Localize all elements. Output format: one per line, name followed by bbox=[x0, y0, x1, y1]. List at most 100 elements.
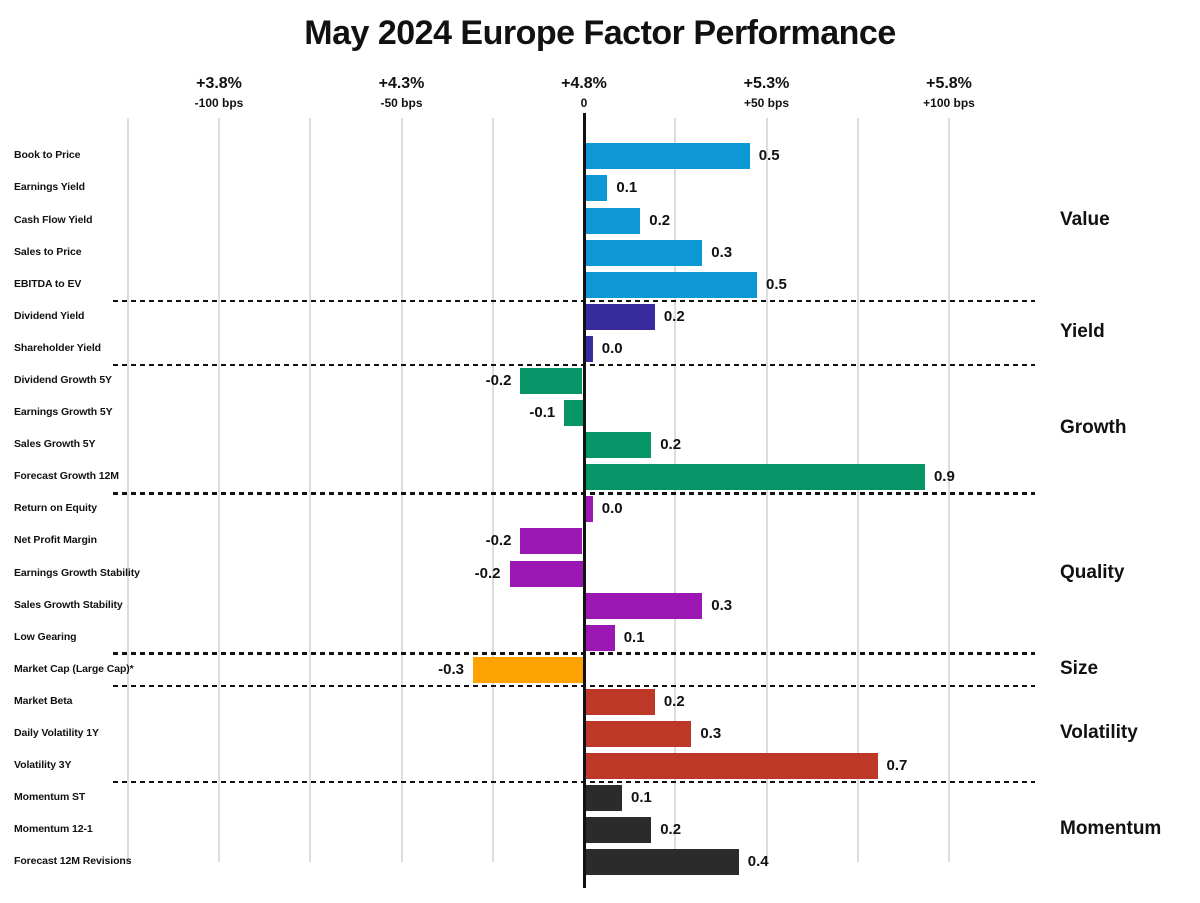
factor-label: Forecast Growth 12M bbox=[14, 470, 119, 483]
group-label: Size bbox=[1060, 657, 1099, 679]
factor-label: Daily Volatility 1Y bbox=[14, 726, 99, 739]
axis-tick-bps: -100 bps bbox=[194, 96, 244, 110]
value-label: -0.1 bbox=[529, 404, 556, 422]
group-label: Value bbox=[1060, 208, 1110, 230]
value-label: 0.1 bbox=[616, 179, 638, 197]
value-label: 0.2 bbox=[660, 436, 682, 454]
factor-bar bbox=[585, 720, 692, 747]
factor-bar bbox=[585, 303, 655, 330]
group-separator bbox=[113, 492, 1035, 495]
factor-bar bbox=[564, 400, 583, 427]
factor-label: Earnings Growth Stability bbox=[14, 566, 140, 579]
value-label: 0.0 bbox=[601, 339, 623, 357]
factor-bar bbox=[585, 785, 622, 812]
value-label: 0.7 bbox=[886, 757, 908, 774]
factor-label: Cash Flow Yield bbox=[14, 213, 93, 226]
factor-label: Sales Growth 5Y bbox=[14, 438, 96, 451]
group-separator bbox=[113, 652, 1035, 655]
axis-tick-pct: +5.8% bbox=[926, 75, 972, 92]
factor-label: Forecast 12M Revisions bbox=[14, 855, 132, 868]
group-separator bbox=[113, 780, 1035, 784]
value-label: -0.2 bbox=[485, 371, 512, 389]
value-label: 0.4 bbox=[747, 853, 769, 871]
factor-label: Volatility 3Y bbox=[14, 759, 72, 771]
group-label: Volatility bbox=[1060, 721, 1138, 743]
factor-bar bbox=[585, 624, 615, 651]
factor-label: Sales Growth Stability bbox=[14, 598, 123, 611]
factor-bar bbox=[520, 367, 583, 394]
factor-bar bbox=[585, 753, 878, 779]
gridline bbox=[948, 118, 950, 862]
factor-bar bbox=[585, 817, 652, 844]
factor-bar bbox=[585, 432, 652, 459]
axis-tick-pct: +4.3% bbox=[378, 75, 425, 92]
factor-bar bbox=[509, 560, 583, 587]
factor-bar bbox=[585, 688, 655, 715]
value-label: 0.5 bbox=[758, 147, 780, 165]
group-label: Quality bbox=[1060, 561, 1125, 583]
value-label: 0.1 bbox=[623, 628, 645, 646]
factor-bar bbox=[520, 528, 583, 555]
factor-label: Momentum 12-1 bbox=[14, 823, 93, 836]
value-label: 0.2 bbox=[663, 692, 685, 710]
value-label: -0.3 bbox=[438, 660, 464, 678]
value-label: 0.5 bbox=[766, 275, 787, 293]
factor-label: Earnings Growth 5Y bbox=[14, 406, 113, 419]
group-label: Yield bbox=[1060, 320, 1105, 342]
factor-bar bbox=[585, 496, 593, 523]
axis-tick-bps: +100 bps bbox=[923, 96, 975, 110]
factor-bar bbox=[585, 335, 593, 362]
value-label: 0.9 bbox=[933, 468, 955, 486]
axis-tick-pct: +4.8% bbox=[561, 75, 607, 92]
factor-label: Earnings Yield bbox=[14, 181, 85, 194]
group-separator bbox=[113, 299, 1035, 303]
factor-label: Net Profit Margin bbox=[14, 534, 97, 547]
factor-label: Sales to Price bbox=[14, 245, 82, 258]
factor-label: EBITDA to EV bbox=[14, 277, 82, 290]
value-label: 0.2 bbox=[660, 821, 682, 839]
axis-tick-bps: 0 bbox=[580, 96, 588, 110]
axis-tick-bps: +50 bps bbox=[743, 96, 790, 110]
factor-bar bbox=[585, 239, 703, 266]
factor-bar bbox=[585, 592, 703, 619]
value-label: 0.1 bbox=[631, 789, 652, 807]
gridline bbox=[218, 118, 220, 862]
factor-bar bbox=[473, 656, 583, 683]
zero-axis-line bbox=[582, 113, 586, 888]
group-separator bbox=[113, 684, 1035, 688]
gridline bbox=[309, 118, 312, 862]
value-label: 0.3 bbox=[700, 724, 722, 742]
factor-label: Momentum ST bbox=[14, 791, 86, 804]
factor-bar bbox=[585, 143, 750, 170]
group-label: Momentum bbox=[1060, 818, 1162, 840]
gridline bbox=[400, 118, 403, 862]
value-label: 0.0 bbox=[601, 500, 623, 518]
factor-bar bbox=[585, 271, 758, 298]
factor-bar bbox=[585, 849, 739, 876]
group-separator bbox=[113, 363, 1035, 367]
chart-title: May 2024 Europe Factor Performance bbox=[304, 14, 896, 52]
value-label: 0.2 bbox=[663, 307, 685, 325]
axis-tick-pct: +5.3% bbox=[743, 75, 790, 92]
factor-bar bbox=[585, 175, 608, 202]
factor-label: Dividend Yield bbox=[14, 309, 85, 322]
factor-bar bbox=[585, 464, 925, 491]
gridline bbox=[491, 118, 494, 862]
group-label: Growth bbox=[1060, 417, 1127, 439]
factor-label: Book to Price bbox=[14, 149, 81, 162]
axis-tick-bps: -50 bps bbox=[380, 96, 423, 110]
factor-label: Dividend Growth 5Y bbox=[14, 373, 112, 386]
factor-label: Market Beta bbox=[14, 694, 73, 707]
factor-label: Low Gearing bbox=[14, 630, 77, 643]
factor-label: Shareholder Yield bbox=[14, 341, 101, 354]
value-label: -0.2 bbox=[474, 564, 501, 582]
gridline bbox=[126, 118, 129, 862]
factor-label: Market Cap (Large Cap)* bbox=[14, 662, 134, 675]
factor-bar bbox=[585, 207, 641, 234]
factor-label: Return on Equity bbox=[14, 502, 97, 515]
value-label: 0.3 bbox=[711, 243, 733, 261]
axis-tick-pct: +3.8% bbox=[196, 75, 242, 92]
value-label: 0.3 bbox=[711, 596, 733, 614]
value-label: -0.2 bbox=[485, 532, 512, 550]
